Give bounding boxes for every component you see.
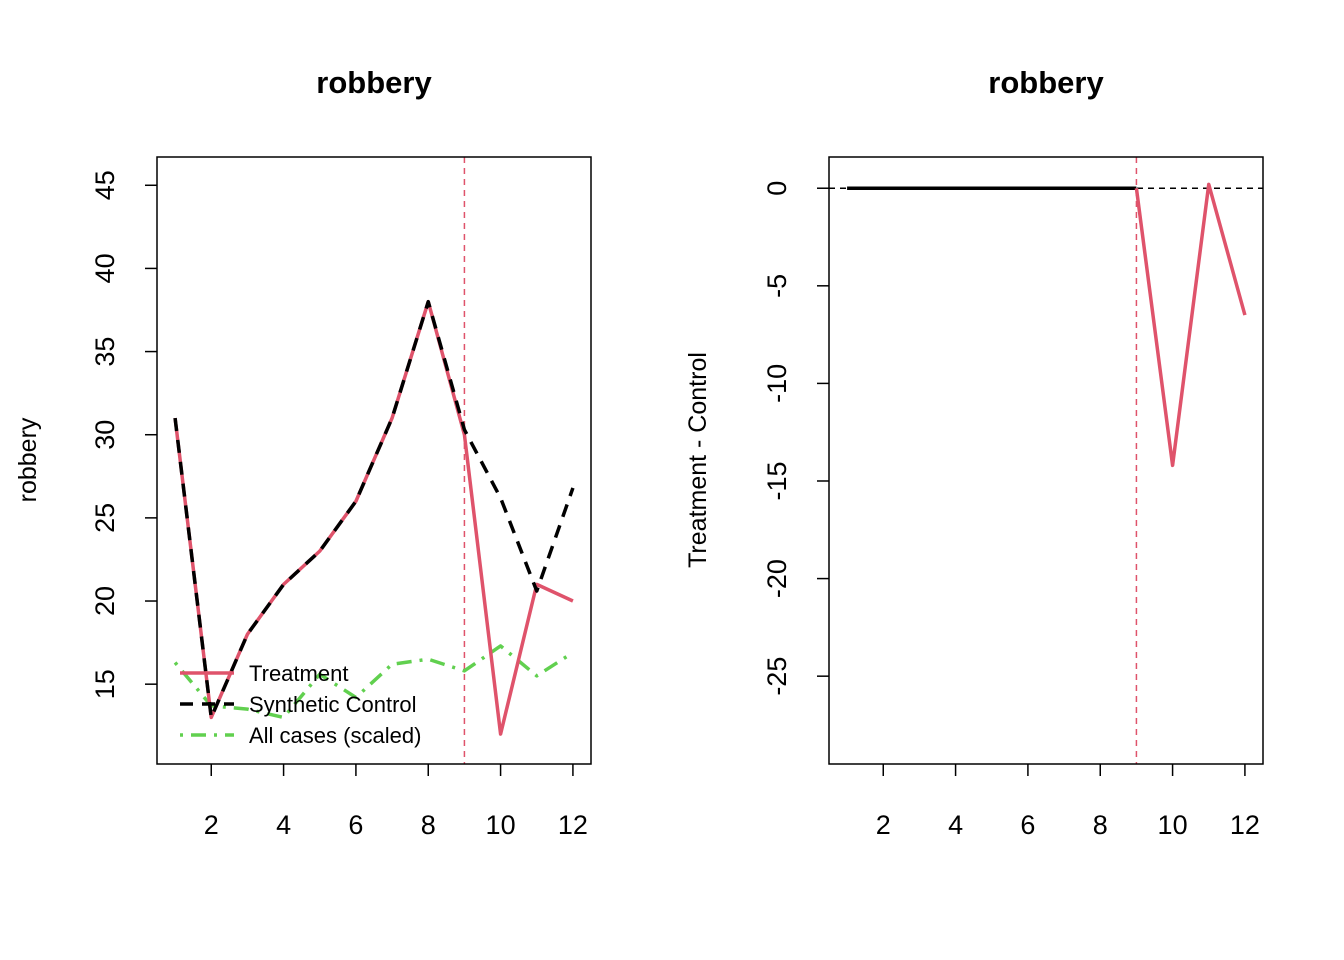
right-chart-title: robbery — [988, 65, 1104, 100]
right-y-axis: 0 -5 -10 -15 -20 -25 — [762, 181, 829, 696]
right-y-tick-label: -25 — [762, 657, 792, 696]
treatment-line — [173, 299, 574, 736]
synthetic-control-line — [173, 299, 575, 720]
right-y-axis-label: Treatment - Control — [684, 352, 712, 568]
right-plot-frame — [828, 156, 1264, 765]
left-x-tick-label: 8 — [421, 810, 436, 840]
right-x-tick-label: 10 — [1158, 810, 1188, 840]
right-y-tick-label: -10 — [762, 364, 792, 403]
left-y-tick-label: 40 — [90, 253, 120, 283]
right-panel-treatment-minus-control: robbery Treatment - Control 2 4 6 8 10 12 0 -5… — [684, 65, 1264, 840]
left-y-tick-label: 20 — [90, 586, 120, 616]
left-plot-frame — [156, 156, 592, 765]
right-x-tick-label: 8 — [1093, 810, 1108, 840]
legend: Treatment Synthetic Control All cases (sca… — [180, 661, 421, 748]
left-y-axis-label: robbery — [14, 417, 42, 502]
left-x-tick-label: 10 — [486, 810, 516, 840]
post-period-difference-line — [1134, 182, 1247, 468]
right-y-tick-label: 0 — [762, 181, 792, 196]
right-y-tick-label: -5 — [762, 274, 792, 298]
left-x-tick-label: 4 — [276, 810, 291, 840]
legend-label: Treatment — [249, 661, 348, 686]
left-x-tick-label: 12 — [558, 810, 588, 840]
left-panel-robbery-levels: robbery robbery 2 4 6 8 10 12 15202530354045 … — [14, 65, 592, 840]
left-x-axis: 2 4 6 8 10 12 — [204, 764, 588, 840]
left-y-tick-label: 25 — [90, 503, 120, 533]
left-series-lines — [173, 157, 575, 764]
left-y-tick-label: 30 — [90, 420, 120, 450]
right-y-tick-label: -20 — [762, 559, 792, 598]
right-x-tick-label: 6 — [1020, 810, 1035, 840]
left-y-tick-label: 35 — [90, 337, 120, 367]
legend-label: All cases (scaled) — [249, 723, 421, 748]
left-x-tick-label: 2 — [204, 810, 219, 840]
right-x-tick-label: 2 — [876, 810, 891, 840]
all-cases-line — [173, 644, 574, 720]
left-y-tick-label: 15 — [90, 669, 120, 699]
left-x-tick-label: 6 — [348, 810, 363, 840]
right-series-lines — [829, 157, 1263, 764]
left-chart-title: robbery — [316, 65, 432, 100]
right-x-axis: 2 4 6 8 10 12 — [876, 764, 1260, 840]
right-x-tick-label: 12 — [1230, 810, 1260, 840]
legend-label: Synthetic Control — [249, 692, 417, 717]
right-y-tick-label: -15 — [762, 461, 792, 500]
right-x-tick-label: 4 — [948, 810, 963, 840]
left-y-tick-label: 45 — [90, 170, 120, 200]
left-y-axis: 15 20 25 30 35 40 45 — [90, 170, 157, 699]
